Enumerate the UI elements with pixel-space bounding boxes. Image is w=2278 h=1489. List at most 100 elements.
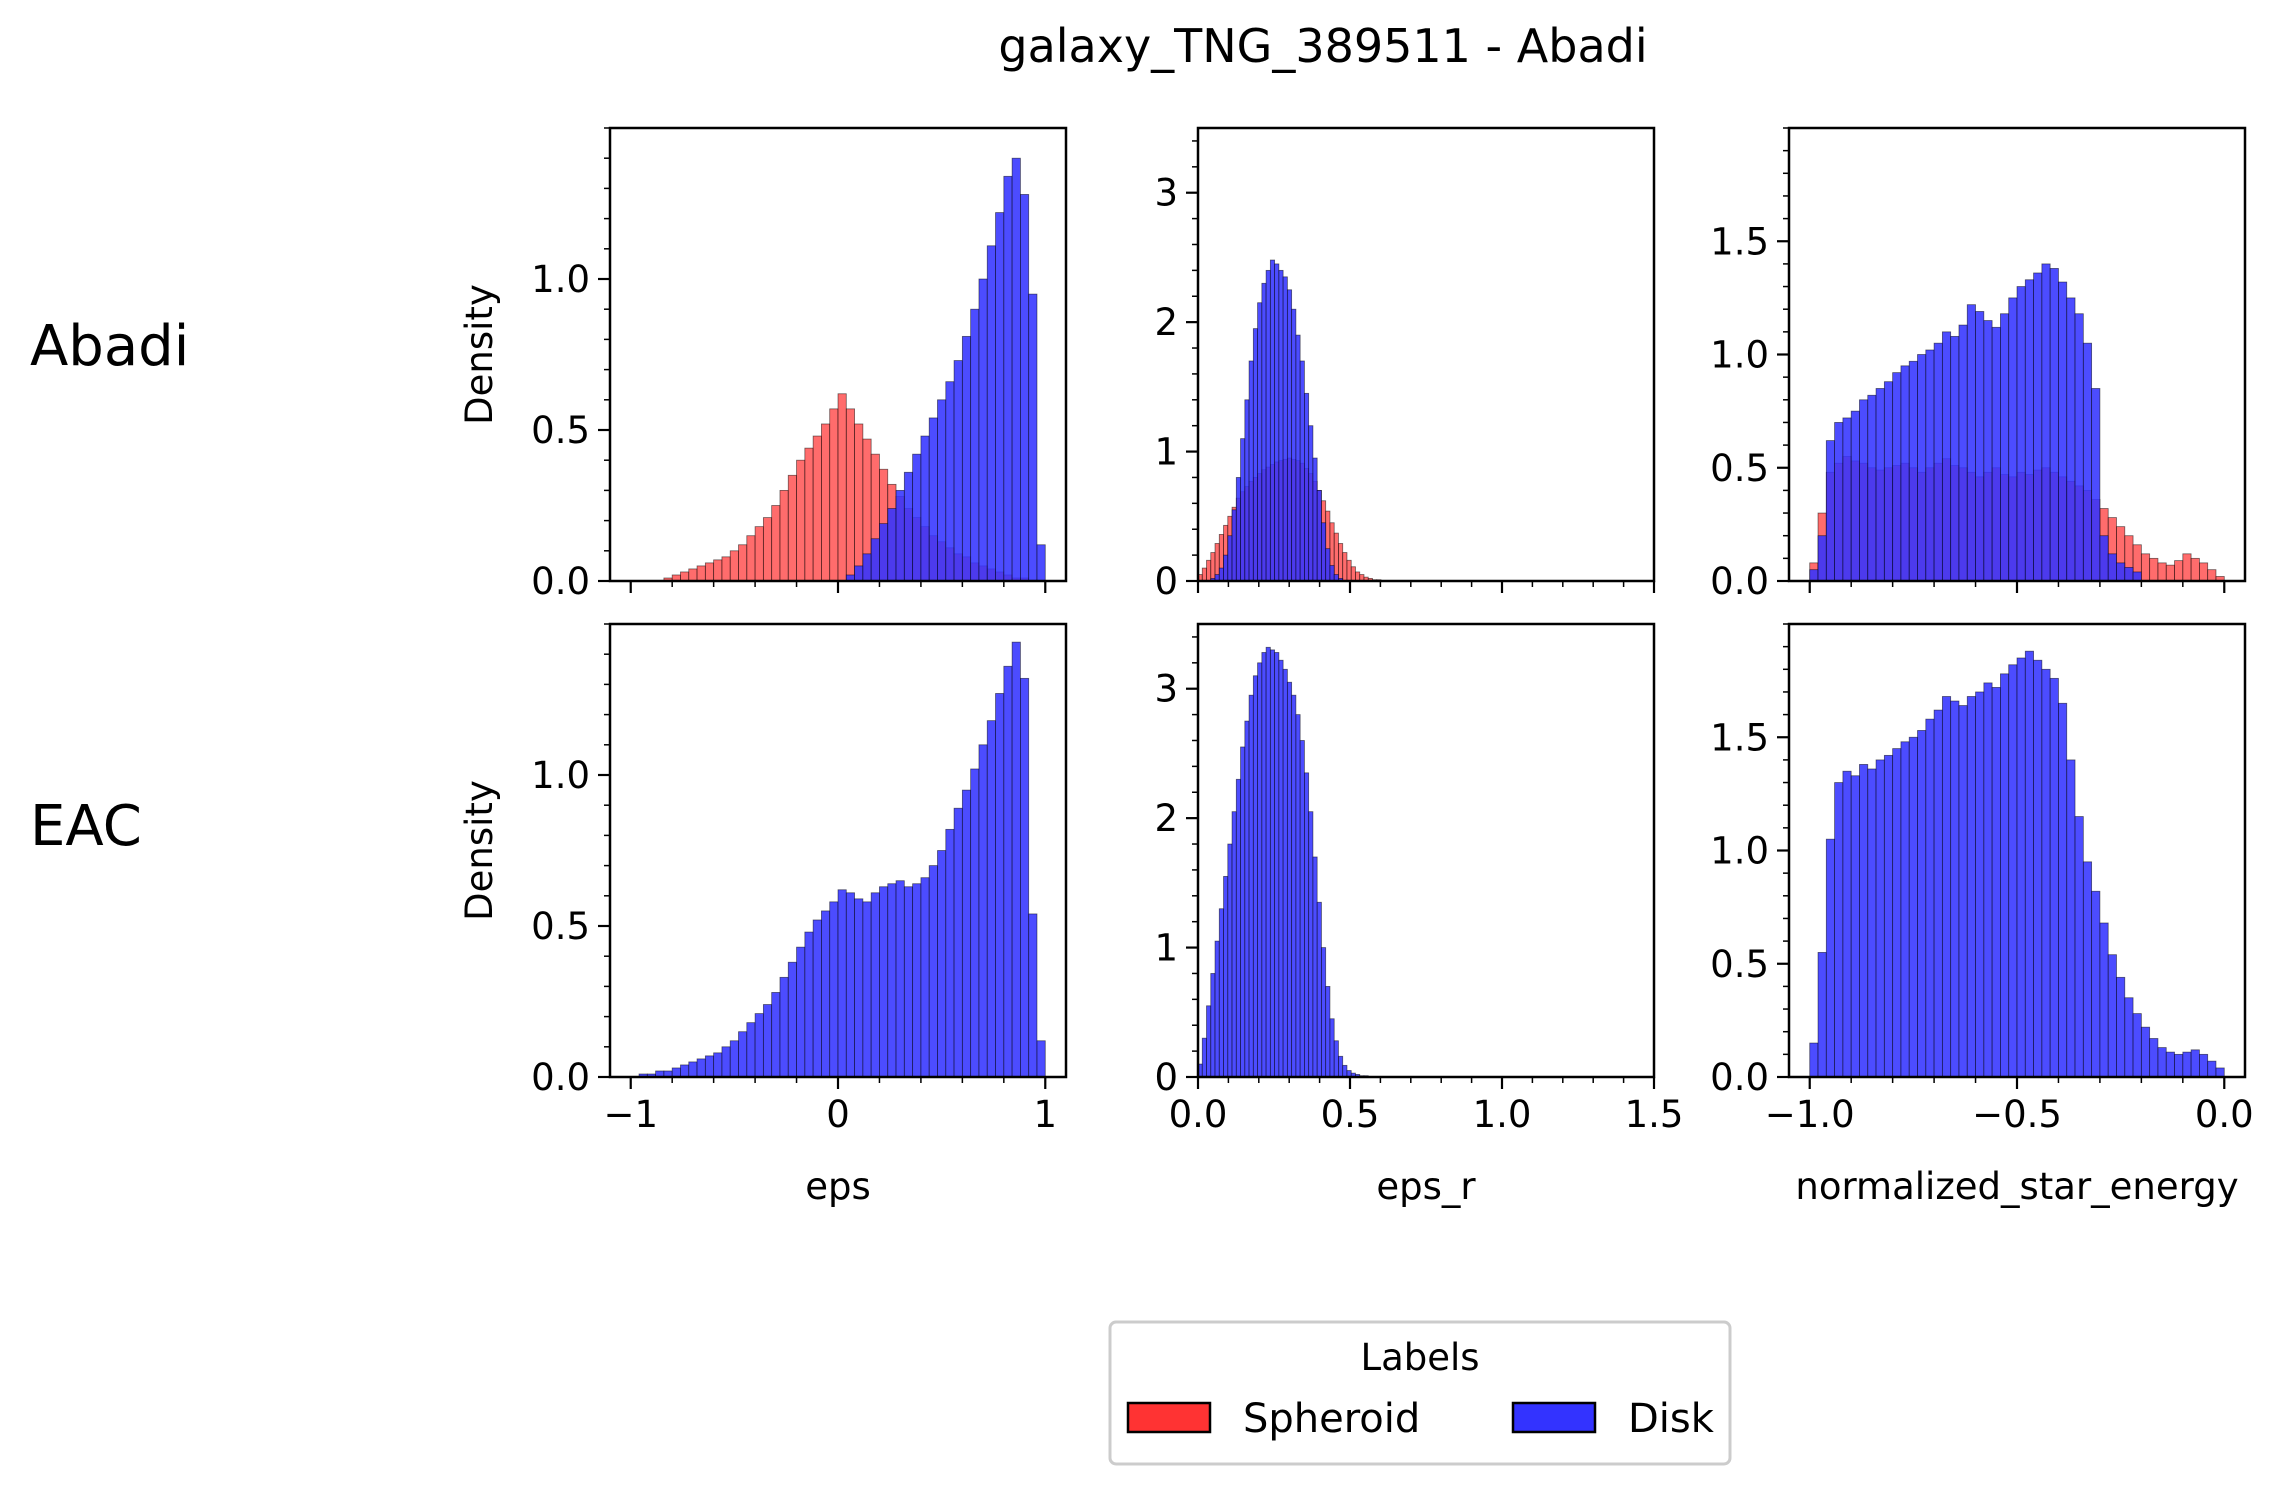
bar-disk xyxy=(1321,947,1327,1077)
bar-disk xyxy=(2132,1013,2142,1077)
bar-spheroid xyxy=(696,565,706,581)
bar-disk xyxy=(2091,890,2101,1077)
bar-disk xyxy=(2041,263,2051,581)
bar-disk xyxy=(2116,976,2126,1077)
bar-disk xyxy=(1235,778,1241,1077)
bar-disk xyxy=(2074,816,2084,1077)
bar-disk xyxy=(812,919,822,1077)
bar-disk xyxy=(1917,354,1927,581)
bar-spheroid xyxy=(746,535,756,581)
bar-disk xyxy=(970,768,980,1077)
bar-disk xyxy=(903,471,914,581)
bar-disk xyxy=(2157,1047,2167,1077)
panel-eac-eps-r: 0 1 2 3 0.0 0.5 1.0 1.5 eps_r xyxy=(1154,622,1683,1208)
bar-disk xyxy=(1817,535,1827,581)
y-tick-label: 3 xyxy=(1154,668,1178,711)
bar-disk xyxy=(1329,565,1335,581)
bar-disk xyxy=(1269,259,1276,581)
bar-disk xyxy=(937,399,947,581)
bar-disk xyxy=(854,565,864,581)
bar-disk xyxy=(1269,649,1276,1077)
x-tick-label: 1.0 xyxy=(1473,1093,1532,1136)
bar-disk xyxy=(1252,675,1258,1077)
bar-disk xyxy=(1257,662,1263,1077)
bar-disk xyxy=(2049,677,2059,1077)
y-tick-label: 1.0 xyxy=(1710,830,1769,873)
bar-disk xyxy=(2016,286,2026,581)
y-tick-label: 0.5 xyxy=(1710,943,1769,986)
y-tick-label: 1.5 xyxy=(1710,716,1769,759)
bar-disk xyxy=(1261,282,1267,581)
bar-disk xyxy=(2165,1051,2175,1077)
bar-disk xyxy=(2000,673,2010,1077)
bar-disk xyxy=(1282,668,1288,1077)
bar-disk xyxy=(1859,764,1869,1077)
row-label-abadi: Abadi xyxy=(30,314,189,379)
bar-disk xyxy=(1958,324,1968,581)
panel-bars xyxy=(1198,646,1369,1077)
bar-disk xyxy=(1231,509,1237,581)
bar-spheroid xyxy=(1201,567,1207,581)
bar-spheroid xyxy=(787,474,797,581)
panels: 0.0 0.5 1.0 Density 0 1 2 3 0.0 0.5 1.0 1.5 0.0 0.5 1.… xyxy=(458,126,2254,1208)
bar-disk xyxy=(2124,997,2134,1077)
bar-disk xyxy=(2107,553,2117,581)
bar-disk xyxy=(1867,768,1877,1077)
bar-disk xyxy=(1265,269,1271,581)
x-tick-label: −1.0 xyxy=(1765,1093,1855,1136)
bar-disk xyxy=(779,976,789,1077)
bar-disk xyxy=(945,381,955,581)
bar-disk xyxy=(895,880,905,1077)
bar-disk xyxy=(854,898,864,1077)
bar-disk xyxy=(696,1058,706,1077)
x-axis-label: eps_r xyxy=(1376,1165,1476,1208)
bar-disk xyxy=(2207,1060,2217,1077)
bar-disk xyxy=(2182,1051,2192,1077)
bar-disk xyxy=(1983,320,1993,581)
bar-disk xyxy=(1991,687,2001,1077)
bar-disk xyxy=(1011,641,1021,1077)
bar-disk xyxy=(1295,334,1301,581)
bar-disk xyxy=(2140,1026,2151,1077)
bar-disk xyxy=(1223,554,1229,581)
bar-spheroid xyxy=(729,550,739,581)
x-tick-label: 1 xyxy=(1033,1093,1057,1136)
bar-disk xyxy=(1248,360,1254,581)
bar-disk xyxy=(1201,1037,1207,1077)
legend-label-disk: Disk xyxy=(1628,1396,1715,1442)
y-tick-label: 0 xyxy=(1154,1056,1178,1099)
bar-disk xyxy=(829,901,839,1077)
panel-abadi-eps: 0.0 0.5 1.0 Density xyxy=(458,126,1068,603)
y-tick-label: 3 xyxy=(1154,172,1178,215)
bar-disk xyxy=(1223,875,1229,1077)
bar-spheroid xyxy=(837,393,847,581)
bar-disk xyxy=(2008,664,2018,1077)
bar-disk xyxy=(1908,736,1918,1077)
bar-disk xyxy=(2124,567,2134,581)
bar-disk xyxy=(1316,901,1322,1077)
bar-disk xyxy=(1028,913,1038,1077)
bar-spheroid xyxy=(2140,553,2151,581)
bar-disk xyxy=(1282,276,1288,581)
bar-disk xyxy=(1028,293,1038,581)
bar-disk xyxy=(1958,705,1968,1077)
bar-spheroid xyxy=(713,559,723,581)
panel-bars xyxy=(1809,650,2225,1077)
bar-disk xyxy=(1325,548,1331,581)
bar-disk xyxy=(2099,922,2109,1077)
bar-disk xyxy=(1308,425,1314,581)
y-tick-label: 2 xyxy=(1154,797,1178,840)
axes-frame xyxy=(1196,126,1656,583)
bar-spheroid xyxy=(2182,553,2192,581)
bar-disk xyxy=(1950,700,1960,1077)
x-tick-label: 0 xyxy=(826,1093,850,1136)
x-tick-label: −1 xyxy=(603,1093,658,1136)
bar-disk xyxy=(1291,308,1297,581)
bar-disk xyxy=(879,523,889,581)
bar-disk xyxy=(953,807,963,1077)
bar-disk xyxy=(1003,665,1013,1077)
bar-disk xyxy=(1020,677,1030,1077)
bar-disk xyxy=(1875,388,1885,581)
bar-disk xyxy=(1991,326,2001,581)
bar-disk xyxy=(2074,313,2084,581)
